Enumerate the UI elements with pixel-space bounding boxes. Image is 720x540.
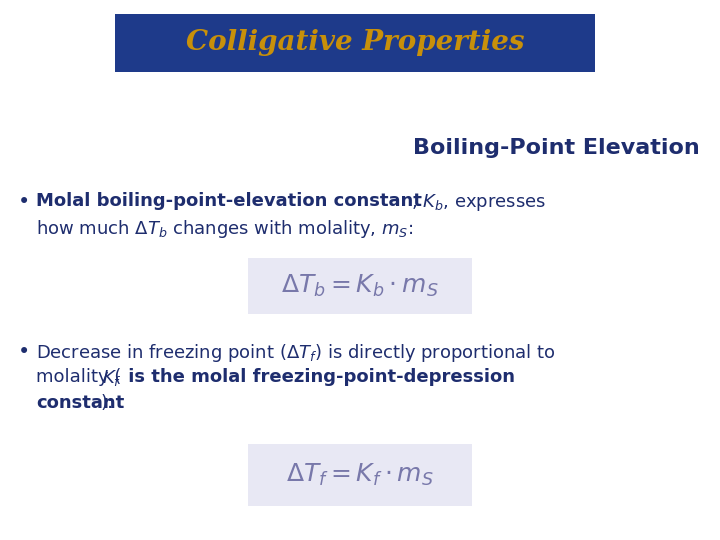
Text: $\Delta T_f = K_f \cdot m_S$: $\Delta T_f = K_f \cdot m_S$ [286, 462, 434, 488]
Text: , $K_b$, expresses: , $K_b$, expresses [411, 192, 546, 213]
Text: ):: ): [101, 394, 114, 412]
Text: constant: constant [36, 394, 125, 412]
FancyBboxPatch shape [248, 444, 472, 506]
Text: $K_f$: $K_f$ [102, 368, 122, 388]
Text: Colligative Properties: Colligative Properties [186, 29, 524, 56]
FancyBboxPatch shape [115, 14, 595, 72]
Text: molality (: molality ( [36, 368, 122, 386]
Text: Decrease in freezing point ($\Delta T_f$) is directly proportional to: Decrease in freezing point ($\Delta T_f$… [36, 342, 555, 364]
Text: Molal boiling-point-elevation constant: Molal boiling-point-elevation constant [36, 192, 422, 210]
Text: •: • [18, 192, 30, 212]
FancyBboxPatch shape [248, 258, 472, 314]
Text: •: • [18, 342, 30, 362]
Text: how much $\Delta T_b$ changes with molality, $m_S$:: how much $\Delta T_b$ changes with molal… [36, 218, 413, 240]
Text: $\Delta T_b = K_b \cdot m_S$: $\Delta T_b = K_b \cdot m_S$ [282, 273, 438, 299]
Text: is the molal freezing-point-depression: is the molal freezing-point-depression [122, 368, 515, 386]
Text: Boiling-Point Elevation: Boiling-Point Elevation [413, 138, 700, 158]
